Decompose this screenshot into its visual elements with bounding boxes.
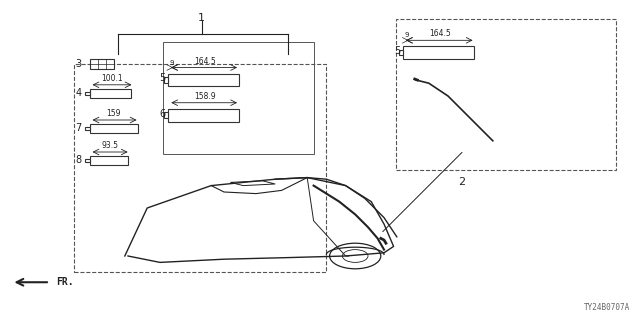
- Text: 100.1: 100.1: [101, 74, 123, 83]
- Text: TY24B0707A: TY24B0707A: [584, 303, 630, 312]
- Text: 3: 3: [76, 59, 82, 69]
- Text: 1: 1: [198, 12, 205, 23]
- Text: 2: 2: [458, 177, 466, 187]
- Text: 93.5: 93.5: [102, 141, 118, 150]
- Text: 164.5: 164.5: [429, 29, 451, 38]
- Text: 159: 159: [107, 109, 121, 118]
- Bar: [168, 109, 239, 122]
- Text: 9: 9: [404, 32, 410, 38]
- Bar: [85, 92, 90, 95]
- Text: 8: 8: [76, 155, 82, 165]
- Text: 164.5: 164.5: [194, 57, 216, 66]
- Bar: [399, 50, 403, 55]
- Bar: [163, 42, 314, 154]
- Text: FR.: FR.: [56, 277, 74, 287]
- Bar: [168, 74, 239, 86]
- Bar: [396, 19, 616, 170]
- Bar: [90, 89, 131, 98]
- Bar: [85, 159, 90, 162]
- Text: 4: 4: [76, 88, 82, 98]
- Text: 5: 5: [159, 73, 165, 84]
- Bar: [90, 124, 138, 133]
- Bar: [164, 77, 168, 83]
- Text: 6: 6: [159, 108, 165, 119]
- Text: 5: 5: [394, 46, 400, 56]
- Bar: [85, 127, 90, 130]
- Text: 9: 9: [170, 60, 175, 66]
- Bar: [74, 64, 326, 272]
- Bar: [90, 59, 114, 69]
- Text: 7: 7: [76, 123, 82, 133]
- Bar: [403, 46, 474, 59]
- Text: 158.9: 158.9: [194, 92, 216, 101]
- Bar: [164, 112, 168, 118]
- Bar: [90, 156, 128, 165]
